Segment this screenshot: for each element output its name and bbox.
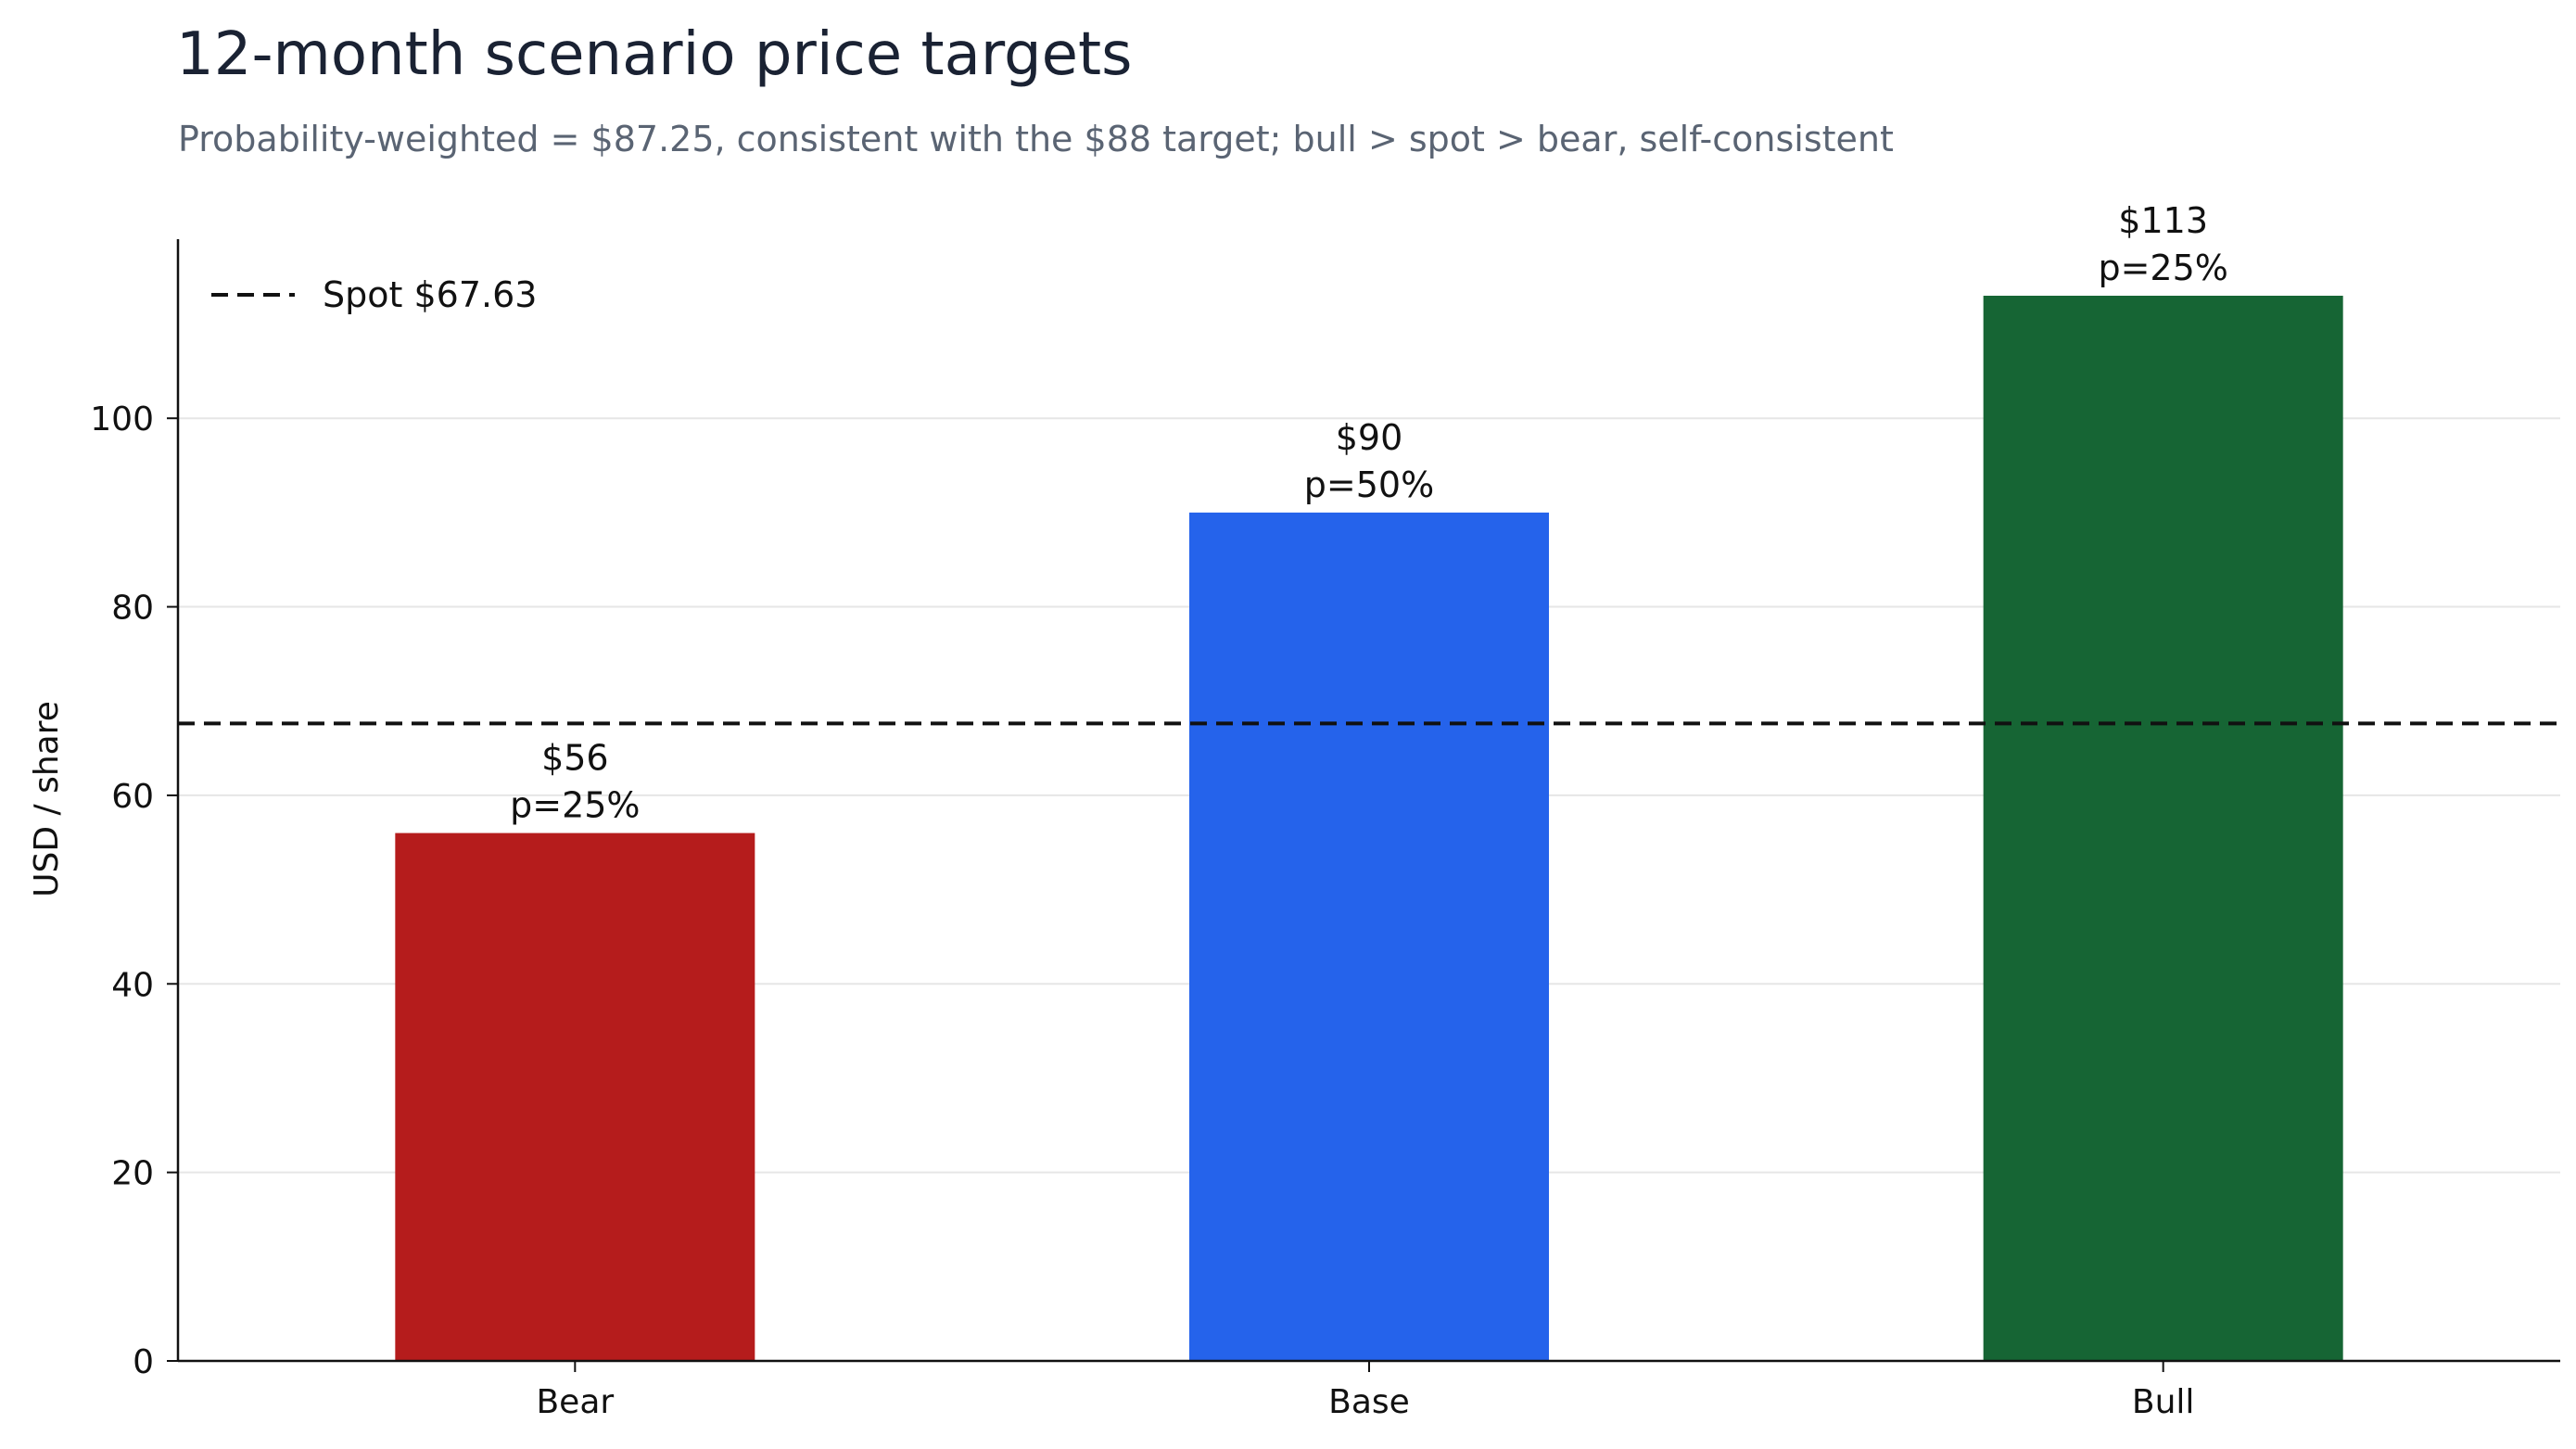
bars [395, 296, 2343, 1361]
y-tick-label-20: 20 [111, 1155, 154, 1193]
y-tick-label-60: 60 [111, 778, 154, 816]
legend-entry-spot: Spot $67.63 [323, 274, 537, 315]
x-tick-label-base: Base [1328, 1383, 1410, 1421]
chart-subtitle: Probability-weighted = $87.25, consisten… [178, 119, 1894, 159]
value-label-base: $90 [1336, 417, 1403, 458]
probability-label-bear: p=25% [510, 785, 640, 826]
value-label-bull: $113 [2118, 200, 2208, 241]
y-tick-label-80: 80 [111, 590, 154, 628]
bar-bear [395, 833, 755, 1361]
bar-labels: $56 p=25% $90 p=50% $113 p=25% [510, 200, 2228, 826]
y-tick-label-0: 0 [133, 1343, 154, 1381]
value-label-bear: $56 [541, 738, 609, 779]
y-tick-label-40: 40 [111, 966, 154, 1004]
chart-title: 12-month scenario price targets [176, 20, 1133, 89]
y-tick-label-100: 100 [90, 400, 154, 439]
legend: Spot $67.63 [211, 274, 537, 315]
probability-label-bull: p=25% [2098, 248, 2227, 288]
bar-base [1189, 512, 1549, 1361]
bar-bull [1983, 296, 2343, 1361]
probability-label-base: p=50% [1304, 464, 1434, 505]
x-ticks: Bear Base Bull [536, 1361, 2194, 1421]
x-tick-label-bear: Bear [536, 1383, 614, 1421]
y-ticks: 0 20 40 60 80 100 [90, 400, 178, 1381]
x-tick-label-bull: Bull [2132, 1383, 2195, 1421]
y-axis-title: USD / share [28, 701, 66, 897]
